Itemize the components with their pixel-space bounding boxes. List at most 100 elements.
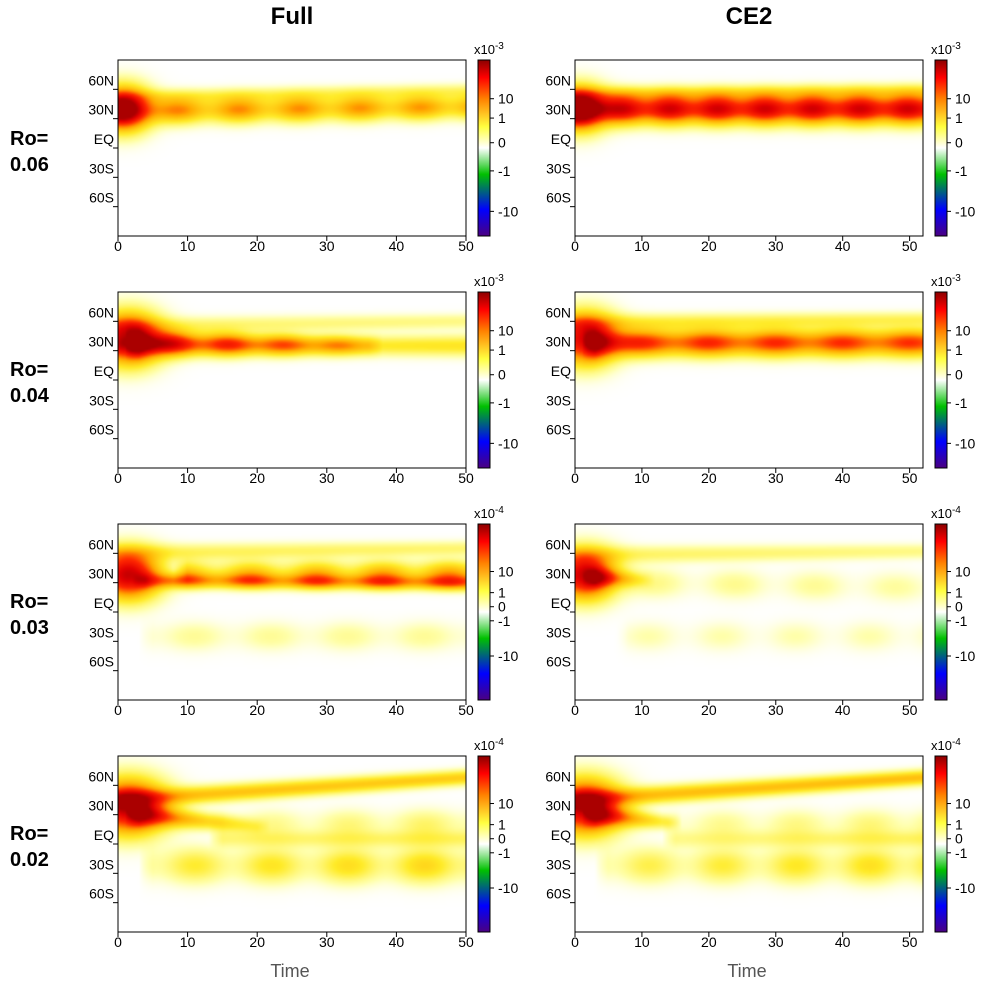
colorbar-gradient: [477, 523, 491, 701]
colorbar-tick-label: -1: [498, 395, 511, 411]
x-tick-label: 50: [902, 470, 918, 486]
colorbar-tick-label: -1: [955, 613, 968, 629]
x-tick-label: 20: [701, 702, 717, 718]
row-label-1-line2: 0.06: [10, 154, 49, 176]
y-tick-label: EQ: [551, 827, 571, 843]
x-tick-label: 20: [249, 470, 265, 486]
x-tick-label: 50: [902, 238, 918, 254]
x-tick-label: 0: [571, 470, 579, 486]
colorbar-tick-label: 0: [498, 831, 506, 847]
heatmap-image: [575, 60, 923, 236]
colorbar-scale: x10-4: [474, 505, 504, 521]
colorbar-tick-label: -1: [955, 845, 968, 861]
y-tick-label: 30S: [89, 160, 114, 176]
colorbar-gradient: [477, 755, 491, 933]
colorbar-tick-label: -10: [498, 880, 518, 896]
y-tick-label: 30S: [546, 624, 571, 640]
colorbar-tick-label: 10: [955, 564, 971, 580]
y-tick-label: 60S: [546, 422, 571, 438]
x-axis-label-ce2: Time: [727, 961, 766, 981]
y-tick-label: EQ: [94, 131, 114, 147]
colorbar-scale-base: x10: [474, 42, 495, 57]
row-label-4: Ro= 0.02: [10, 823, 49, 871]
heatmap-image: [575, 756, 923, 932]
x-tick-label: 40: [835, 934, 851, 950]
colorbar-scale-exp: -3: [495, 41, 504, 52]
colorbar-tick-label: 0: [955, 135, 963, 151]
colorbar-tick-label: -10: [498, 435, 518, 451]
colorbar-gradient: [934, 291, 948, 469]
colorbar-tick-label: 1: [498, 342, 506, 358]
x-tick-label: 10: [634, 702, 650, 718]
x-tick-label: 30: [319, 470, 335, 486]
colorbar-tick-label: -10: [955, 648, 975, 664]
x-tick-label: 50: [458, 702, 474, 718]
y-tick-label: 30N: [88, 102, 114, 118]
x-tick-label: 0: [571, 702, 579, 718]
colorbar-scale: x10-3: [474, 41, 504, 57]
x-tick-label: 20: [701, 470, 717, 486]
colorbar-tick-label: 1: [955, 817, 963, 833]
heatmap-image: [575, 524, 923, 700]
colorbar-tick-label: 0: [498, 135, 506, 151]
x-tick-label: 20: [701, 934, 717, 950]
colorbar-tick-label: -10: [498, 203, 518, 219]
x-tick-label: 40: [389, 238, 405, 254]
column-title-ce2: CE2: [726, 3, 773, 30]
colorbar-scale-exp: -3: [952, 273, 961, 284]
colorbar-scale: x10-4: [931, 737, 961, 753]
colorbar-scale-base: x10: [474, 274, 495, 289]
column-title-full: Full: [271, 3, 314, 30]
heatmap-image: [118, 292, 466, 468]
colorbar-tick-label: 1: [955, 110, 963, 126]
y-tick-label: 60S: [546, 886, 571, 902]
colorbar-scale-exp: -4: [495, 737, 504, 748]
colorbar-scale: x10-3: [474, 273, 504, 289]
x-axis-label-full: Time: [270, 961, 309, 981]
heatmap-image: [575, 292, 923, 468]
y-tick-label: 30S: [89, 624, 114, 640]
y-tick-label: 30N: [88, 798, 114, 814]
y-tick-label: 60S: [546, 190, 571, 206]
x-tick-label: 20: [701, 238, 717, 254]
colorbar-tick-label: -10: [955, 880, 975, 896]
colorbar-scale-exp: -4: [495, 505, 504, 516]
colorbar-tick-label: 1: [955, 585, 963, 601]
x-tick-label: 10: [180, 238, 196, 254]
y-tick-label: 30N: [545, 102, 571, 118]
x-tick-label: 10: [634, 934, 650, 950]
y-tick-label: 30S: [89, 392, 114, 408]
colorbar-scale-base: x10: [931, 274, 952, 289]
colorbar-tick-label: 10: [955, 91, 971, 107]
x-tick-label: 10: [180, 470, 196, 486]
x-tick-label: 30: [319, 702, 335, 718]
x-tick-label: 50: [902, 702, 918, 718]
colorbar-scale-base: x10: [474, 506, 495, 521]
y-tick-label: EQ: [551, 363, 571, 379]
x-tick-label: 20: [249, 238, 265, 254]
colorbar-scale-exp: -3: [495, 273, 504, 284]
colorbar-tick-label: 1: [498, 817, 506, 833]
x-tick-label: 20: [249, 934, 265, 950]
y-tick-label: 30N: [545, 334, 571, 350]
x-tick-label: 0: [114, 470, 122, 486]
x-tick-label: 20: [249, 702, 265, 718]
x-tick-label: 10: [180, 702, 196, 718]
colorbar-tick-label: -10: [955, 435, 975, 451]
colorbar-tick-label: 10: [498, 91, 514, 107]
colorbar-tick-label: -10: [498, 648, 518, 664]
colorbar-tick-label: 0: [955, 831, 963, 847]
x-tick-label: 30: [768, 934, 784, 950]
colorbar-scale-base: x10: [931, 42, 952, 57]
y-tick-label: EQ: [551, 595, 571, 611]
x-tick-label: 40: [389, 702, 405, 718]
x-tick-label: 10: [634, 470, 650, 486]
x-tick-label: 50: [458, 238, 474, 254]
y-tick-label: 60N: [545, 768, 571, 784]
